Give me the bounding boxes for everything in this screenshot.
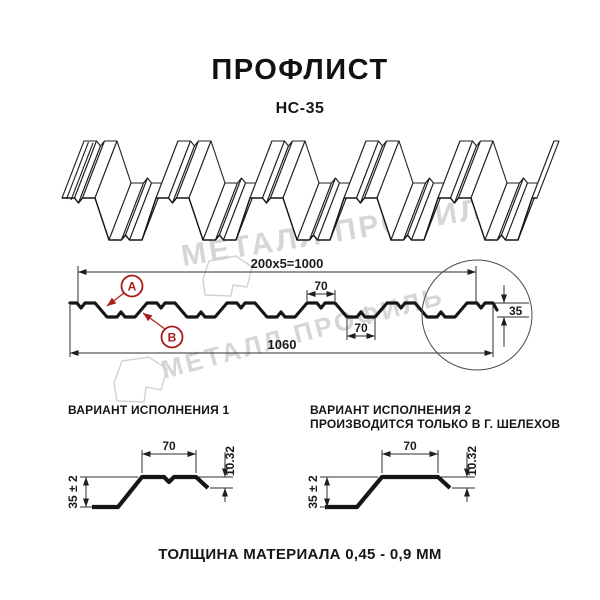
leader-line-b: [142, 312, 166, 330]
sheet-3d-view: [61, 140, 560, 241]
marker-a-circle: [120, 274, 144, 298]
variant1-heading: ВАРИАНТ ИСПОЛНЕНИЯ 1: [68, 403, 230, 417]
dimension-label-top-width: 70: [162, 439, 176, 453]
profile-model-label: НС-35: [275, 100, 325, 117]
brand-logo-watermark: [113, 356, 168, 403]
dimension-label-height: 35 ± 2: [306, 475, 320, 509]
variant2-drawing: 70 10.32 35 ± 2: [306, 439, 479, 510]
variant1-drawing: 70 10.32 35 ± 2: [66, 439, 237, 510]
detail-zoom-circle: [421, 259, 533, 371]
cross-section-dimensions: 200x5=1000 70 70 1060 35: [69, 256, 533, 371]
marker-a-label: A: [128, 280, 137, 294]
material-thickness-note: ТОЛЩИНА МАТЕРИАЛА 0,45 - 0,9 ММ: [158, 546, 442, 563]
dimension-label-overall-width: 1060: [268, 337, 297, 352]
dimension-label-top-width: 70: [403, 439, 417, 453]
dimension-label-crest-width: 70: [314, 279, 328, 293]
dimension-label-lip: 10.32: [223, 446, 237, 476]
variant1-profile: [92, 474, 210, 510]
leader-line-a: [106, 292, 125, 307]
marker-b-label: B: [168, 331, 177, 345]
variant2-profile: [325, 474, 452, 510]
dimension-label-height: 35: [509, 304, 523, 318]
dimension-label-valley-width: 70: [354, 321, 368, 335]
dimension-label-height: 35 ± 2: [66, 475, 80, 509]
page-title: ПРОФЛИСТ: [211, 54, 389, 86]
cross-section-profile: [68, 301, 499, 319]
brand-watermark-text: МЕТАЛЛ ПРОФИЛЬ: [158, 280, 448, 384]
variant2-heading-line2: ПРОИЗВОДИТСЯ ТОЛЬКО В Г. ШЕЛЕХОВ: [310, 417, 561, 431]
brand-logo-watermark: [202, 255, 253, 297]
dimension-label-pitch: 200x5=1000: [251, 256, 324, 271]
marker-b-circle: [160, 325, 184, 349]
variant2-heading: ВАРИАНТ ИСПОЛНЕНИЯ 2 ПРОИЗВОДИТСЯ ТОЛЬКО…: [310, 403, 560, 431]
variant2-heading-line1: ВАРИАНТ ИСПОЛНЕНИЯ 2: [310, 403, 472, 417]
dimension-label-lip: 10.32: [465, 446, 479, 476]
